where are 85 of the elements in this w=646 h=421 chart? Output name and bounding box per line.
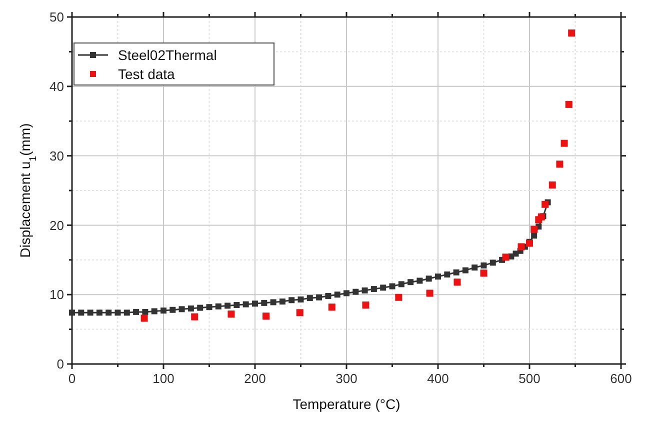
point bbox=[426, 290, 434, 297]
point bbox=[279, 298, 286, 305]
point bbox=[124, 310, 130, 316]
point bbox=[362, 302, 370, 309]
y-tick-label: 10 bbox=[50, 287, 64, 302]
point bbox=[170, 306, 176, 313]
point bbox=[462, 267, 468, 274]
point bbox=[565, 100, 572, 108]
x-tick-label: 300 bbox=[336, 371, 358, 386]
point bbox=[188, 305, 194, 312]
point bbox=[344, 290, 350, 296]
point bbox=[298, 296, 304, 302]
point bbox=[325, 292, 332, 299]
x-tick-label: 500 bbox=[518, 371, 540, 386]
point bbox=[531, 232, 538, 239]
point bbox=[480, 262, 487, 268]
point bbox=[453, 269, 460, 276]
point bbox=[242, 301, 249, 308]
point bbox=[69, 310, 75, 316]
point bbox=[234, 302, 240, 308]
point bbox=[296, 309, 304, 316]
point bbox=[408, 279, 414, 286]
x-tick-label: 100 bbox=[152, 371, 174, 386]
point bbox=[444, 271, 450, 278]
point bbox=[518, 243, 525, 250]
x-tick-label: 200 bbox=[244, 371, 266, 386]
point bbox=[288, 297, 295, 304]
point bbox=[87, 310, 94, 316]
point bbox=[560, 140, 568, 147]
point bbox=[556, 160, 564, 168]
point bbox=[398, 281, 404, 288]
point bbox=[548, 181, 556, 188]
point bbox=[270, 299, 276, 306]
point bbox=[502, 254, 510, 261]
point bbox=[328, 304, 336, 311]
point bbox=[96, 310, 102, 316]
point bbox=[151, 308, 158, 314]
point bbox=[380, 284, 386, 291]
point bbox=[160, 308, 166, 314]
point bbox=[262, 312, 270, 320]
point bbox=[370, 286, 377, 292]
point bbox=[542, 200, 549, 208]
point bbox=[206, 304, 212, 310]
point bbox=[114, 310, 121, 316]
y-tick-label: 50 bbox=[50, 10, 64, 25]
point bbox=[530, 226, 538, 233]
point bbox=[261, 300, 268, 306]
point bbox=[306, 295, 313, 302]
x-axis-title: Temperature (°C) bbox=[292, 396, 400, 412]
y-tick-label: 30 bbox=[50, 148, 64, 164]
y-tick-label: 40 bbox=[50, 78, 64, 94]
point bbox=[106, 310, 112, 316]
point bbox=[568, 29, 576, 36]
point bbox=[252, 300, 258, 307]
x-tick-label: 600 bbox=[610, 371, 632, 386]
x-tick-label: 400 bbox=[427, 371, 449, 386]
point bbox=[78, 310, 84, 316]
y-tick-label: 0 bbox=[56, 356, 64, 372]
point bbox=[490, 260, 496, 266]
point bbox=[215, 303, 222, 310]
point bbox=[133, 308, 140, 315]
point bbox=[140, 314, 148, 322]
point bbox=[426, 276, 432, 282]
point bbox=[395, 294, 402, 301]
x-tick-label: 0 bbox=[68, 371, 76, 386]
point bbox=[538, 213, 545, 220]
point bbox=[480, 270, 488, 277]
point bbox=[389, 283, 396, 290]
legend-label: Test data bbox=[118, 66, 176, 82]
point bbox=[454, 278, 461, 286]
point bbox=[416, 278, 423, 284]
point bbox=[435, 274, 441, 280]
point bbox=[178, 306, 185, 312]
legend-label: Steel02Thermal bbox=[118, 46, 217, 63]
point bbox=[316, 294, 322, 300]
point bbox=[228, 310, 235, 318]
y-tick-label: 20 bbox=[50, 218, 64, 233]
point bbox=[142, 308, 148, 315]
point bbox=[334, 292, 340, 298]
point bbox=[352, 288, 359, 295]
point bbox=[362, 287, 368, 294]
point bbox=[472, 264, 478, 271]
point bbox=[224, 302, 231, 309]
point bbox=[197, 304, 204, 311]
point bbox=[191, 313, 198, 320]
